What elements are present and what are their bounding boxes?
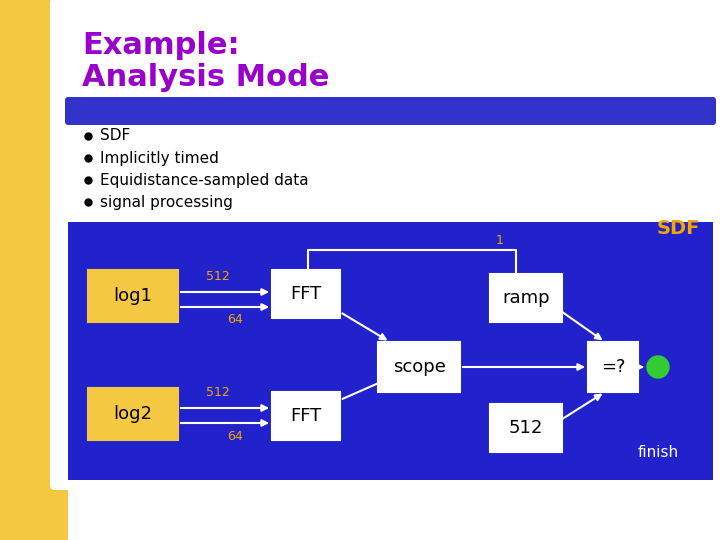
Bar <box>490 404 562 452</box>
Text: 64: 64 <box>227 430 243 443</box>
FancyBboxPatch shape <box>65 97 716 125</box>
Text: Equidistance-sampled data: Equidistance-sampled data <box>100 172 309 187</box>
Text: 64: 64 <box>227 313 243 326</box>
Text: 1: 1 <box>496 234 504 247</box>
Text: finish: finish <box>637 445 678 460</box>
Text: SDF: SDF <box>100 129 130 144</box>
Bar <box>490 274 562 322</box>
Circle shape <box>647 356 669 378</box>
Text: Example:: Example: <box>82 31 240 60</box>
Text: SDF: SDF <box>657 219 700 238</box>
Text: scope: scope <box>392 358 446 376</box>
Text: =?: =? <box>600 358 625 376</box>
FancyBboxPatch shape <box>50 0 720 490</box>
Bar <box>588 342 638 392</box>
Text: log1: log1 <box>114 287 153 305</box>
Bar <box>272 270 340 318</box>
Text: FFT: FFT <box>290 285 322 303</box>
Text: 512: 512 <box>509 419 543 437</box>
Text: log2: log2 <box>114 405 153 423</box>
Text: signal processing: signal processing <box>100 194 233 210</box>
Bar <box>378 342 460 392</box>
Bar <box>88 388 178 440</box>
Text: ramp: ramp <box>502 289 550 307</box>
Text: Implicitly timed: Implicitly timed <box>100 151 219 165</box>
Text: Analysis Mode: Analysis Mode <box>82 63 329 92</box>
Text: 512: 512 <box>206 386 230 399</box>
Bar <box>88 270 178 322</box>
Bar <box>68 222 713 480</box>
Text: FFT: FFT <box>290 407 322 425</box>
Text: 512: 512 <box>206 270 230 283</box>
Bar <box>272 392 340 440</box>
Bar <box>0 0 68 540</box>
